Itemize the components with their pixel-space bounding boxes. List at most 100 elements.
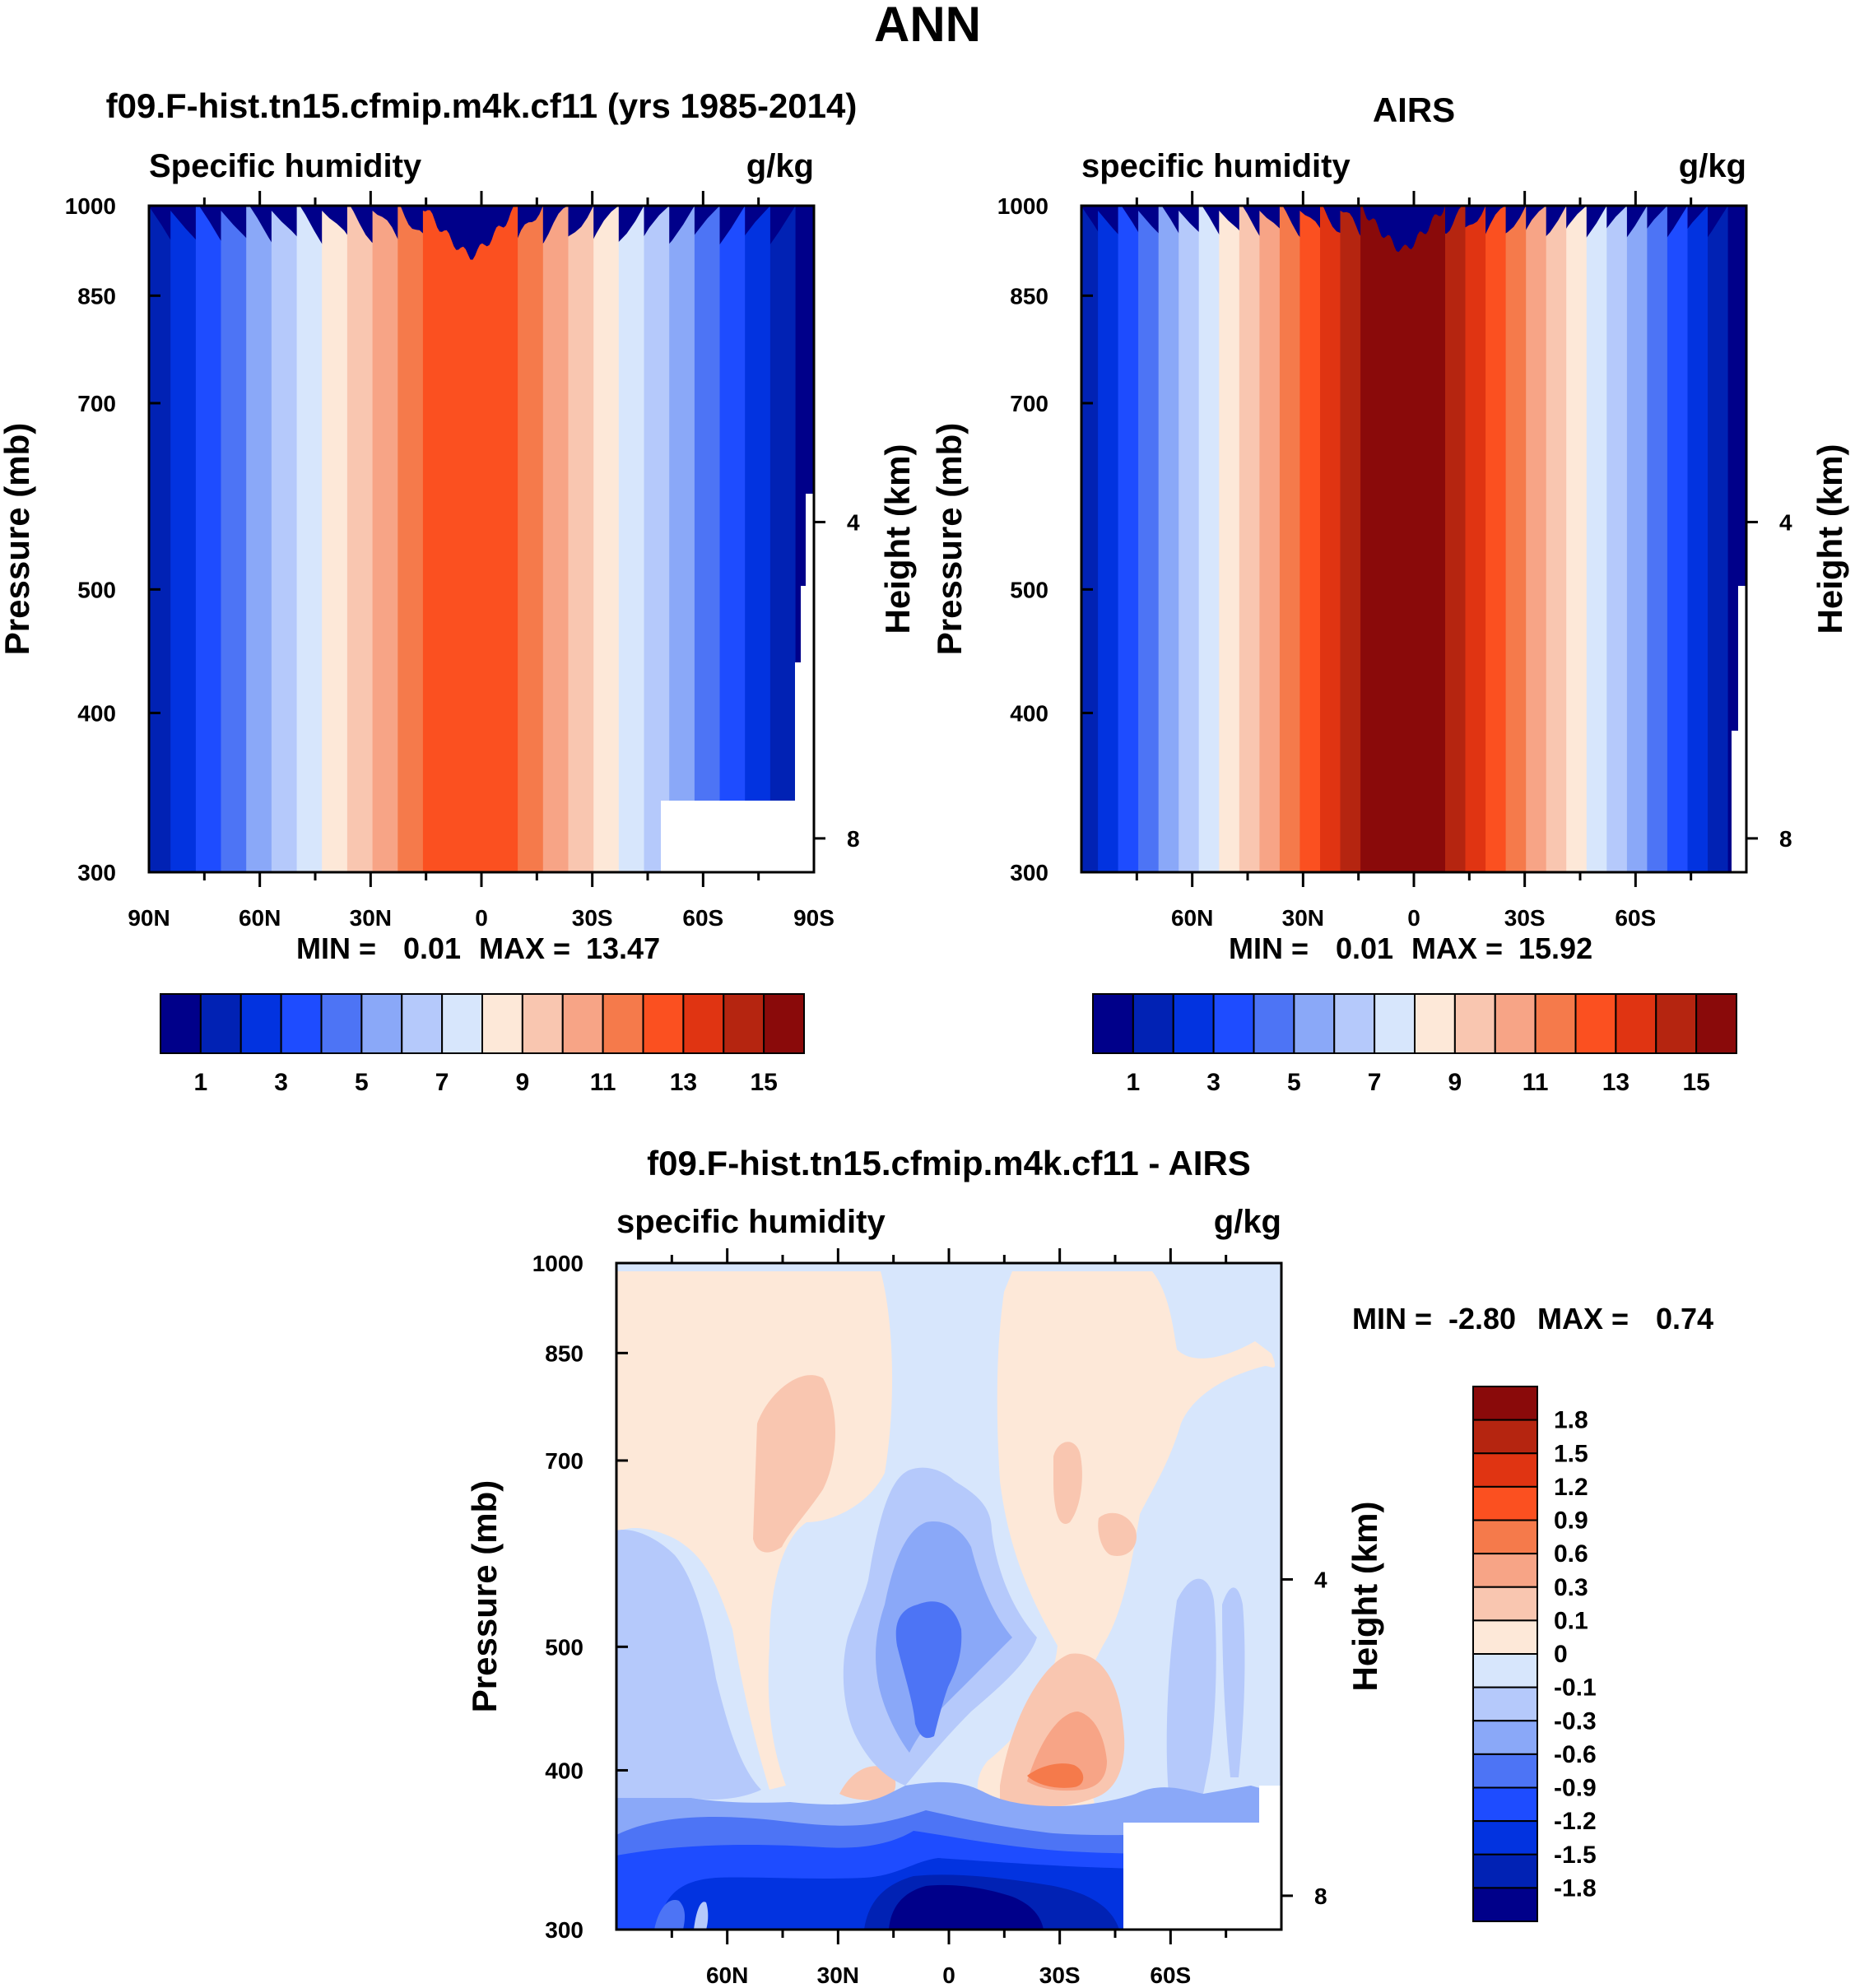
colorbar-label: 0.1 (1554, 1607, 1588, 1634)
colorbar-swatch (602, 993, 644, 1054)
panel-diff-height-axis-label: Height (km) (1346, 1502, 1384, 1692)
panel-model-min-label: MIN = (296, 931, 376, 965)
panel-diff-max-value: 0.74 (1656, 1302, 1713, 1335)
colorbar-swatch (1472, 1887, 1538, 1922)
colorbar-swatch (1092, 993, 1134, 1054)
lat-tick-label: 60S (1615, 905, 1656, 931)
panel-obs-field (1081, 206, 1746, 872)
panel-model-missing-data (661, 494, 814, 872)
panel-model-min-value: 0.01 (403, 931, 461, 965)
colorbar-label: 7 (435, 1069, 449, 1096)
colorbar-label: -0.3 (1554, 1707, 1597, 1735)
colorbar-swatch (1333, 993, 1376, 1054)
diff-region-neg-0-6-center (895, 1601, 962, 1739)
colorbar-label: 11 (590, 1069, 616, 1096)
panel-diff-field (616, 1263, 1281, 1930)
colorbar-swatch (1655, 993, 1698, 1054)
colorbar-swatch (1374, 993, 1416, 1054)
colorbar-swatch (1472, 1686, 1538, 1722)
panel-obs-missing-data (1732, 586, 1746, 872)
colorbar-label: -0.9 (1554, 1775, 1597, 1802)
colorbar-label: 3 (274, 1069, 288, 1096)
colorbar-swatch (199, 993, 242, 1054)
panel-model-max-label: MAX = (479, 931, 570, 965)
panel-model-height-axis-label: Height (km) (878, 444, 917, 634)
height-tick-label: 8 (1314, 1883, 1327, 1909)
colorbar-swatch (239, 993, 282, 1054)
pressure-tick-label: 300 (545, 1917, 583, 1943)
colorbar-label: -1.2 (1554, 1808, 1597, 1835)
colorbar-swatch (1472, 1720, 1538, 1755)
colorbar-label: 13 (1602, 1069, 1630, 1096)
colorbar-swatch (1472, 1553, 1538, 1588)
colorbar-swatch (1472, 1519, 1538, 1555)
panel-diff-contours (616, 1271, 1281, 1930)
panel-diff-left-label: specific humidity (616, 1204, 886, 1240)
pressure-tick-label: 300 (77, 860, 116, 885)
colorbar-label: 3 (1206, 1069, 1220, 1096)
panel-diff: f09.F-hist.tn15.cfmip.m4k.cf11 - AIRS sp… (465, 1144, 1713, 1988)
colorbar-label: 7 (1368, 1069, 1382, 1096)
colorbar-swatch (1534, 993, 1577, 1054)
colorbar-label: 0.3 (1554, 1574, 1588, 1601)
panel-model-field (149, 206, 814, 872)
colorbar-swatch (1695, 993, 1737, 1054)
colorbar-swatch (1574, 993, 1617, 1054)
panel-model-units-label: g/kg (746, 148, 814, 184)
panel-model-max-value: 13.47 (586, 931, 660, 965)
colorbar-swatch (1414, 993, 1456, 1054)
lat-tick-label: 0 (942, 1962, 955, 1988)
panel-model: f09.F-hist.tn15.cfmip.m4k.cf11 (yrs 1985… (0, 86, 917, 1096)
colorbar-label: -0.6 (1554, 1741, 1597, 1768)
colorbar-label: 15 (750, 1069, 777, 1096)
panel-obs-left-label: specific humidity (1081, 148, 1351, 184)
diff-region-neg-0-1-upper-west (616, 1530, 761, 1800)
colorbar-label: 11 (1523, 1069, 1549, 1096)
lat-tick-label: 90S (793, 905, 835, 931)
colorbar-swatch (1132, 993, 1174, 1054)
panel-obs-height-axis-label: Height (km) (1811, 444, 1849, 634)
colorbar-label: 5 (355, 1069, 369, 1096)
colorbar-label: 5 (1287, 1069, 1301, 1096)
colorbar-swatch (642, 993, 685, 1054)
diff-region-pos-0-3-south-upper (1053, 1442, 1082, 1524)
colorbar-swatch (682, 993, 725, 1054)
height-tick-label: 4 (847, 509, 860, 535)
panel-obs-min-value: 0.01 (1336, 931, 1393, 965)
colorbar-swatch (1453, 993, 1496, 1054)
diff-region-neg-0-3-west-patch (694, 1902, 709, 1930)
colorbar-label: 0 (1554, 1641, 1568, 1668)
lat-tick-label: 0 (475, 905, 488, 931)
height-tick-label: 8 (847, 826, 860, 852)
pressure-tick-label: 850 (1010, 283, 1048, 309)
colorbar-swatch (481, 993, 523, 1054)
colorbar-swatch (561, 993, 604, 1054)
colorbar-swatch (1172, 993, 1215, 1054)
panel-obs-title: AIRS (1373, 91, 1455, 129)
colorbar-label: 0.9 (1554, 1507, 1588, 1535)
pressure-tick-label: 700 (1010, 391, 1048, 416)
colorbar-label: 1.5 (1554, 1440, 1588, 1467)
colorbar-swatch (320, 993, 363, 1054)
colorbar-swatch (160, 993, 202, 1054)
lat-tick-label: 30S (1039, 1962, 1081, 1988)
colorbar-label: 9 (516, 1069, 530, 1096)
colorbar-swatch (1615, 993, 1657, 1054)
diff-region-pos-0-3-south-blob (1098, 1512, 1137, 1556)
colorbar-label: 1.2 (1554, 1474, 1588, 1501)
colorbar-label: 1 (1127, 1069, 1141, 1096)
panel-obs-min-label: MIN = (1229, 931, 1309, 965)
panel-diff-min-label: MIN = (1352, 1302, 1432, 1335)
colorbar-swatch (1472, 1586, 1538, 1622)
lat-tick-label: 0 (1407, 905, 1420, 931)
panel-model-pressure-axis-label: Pressure (mb) (0, 423, 36, 655)
colorbar-swatch (1472, 1853, 1538, 1889)
colorbar-swatch (1472, 1452, 1538, 1488)
colorbar-swatch (280, 993, 323, 1054)
colorbar-swatch (441, 993, 483, 1054)
pressure-tick-label: 850 (545, 1340, 583, 1366)
pressure-tick-label: 400 (77, 700, 116, 726)
colorbar-label: -1.8 (1554, 1874, 1597, 1902)
colorbar-swatch (723, 993, 765, 1054)
lat-tick-label: 60N (706, 1962, 748, 1988)
